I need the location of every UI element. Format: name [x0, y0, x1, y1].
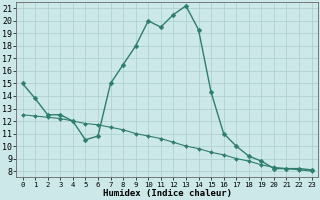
X-axis label: Humidex (Indice chaleur): Humidex (Indice chaleur) [103, 189, 232, 198]
